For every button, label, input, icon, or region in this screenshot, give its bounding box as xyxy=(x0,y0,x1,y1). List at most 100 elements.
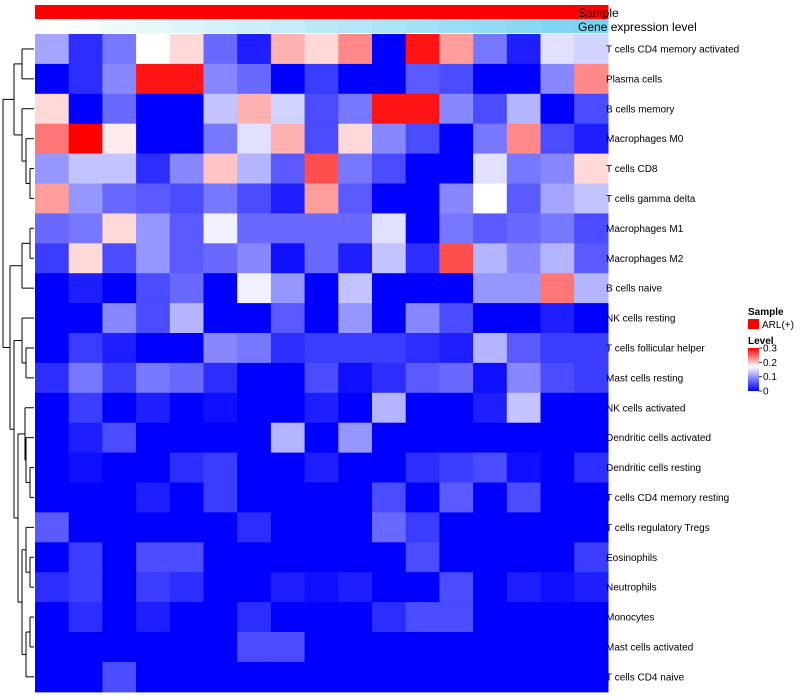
heatmap-cell xyxy=(102,602,137,633)
sample-annotation-cell xyxy=(473,5,508,19)
heatmap-cell xyxy=(270,34,306,65)
heatmap-cell xyxy=(68,93,103,125)
heatmap-cell xyxy=(372,632,407,663)
heatmap-cell xyxy=(506,392,542,424)
heatmap-cell xyxy=(237,123,272,155)
heatmap-cell xyxy=(68,333,103,364)
heatmap-cell xyxy=(136,452,171,484)
heatmap-cell xyxy=(169,333,205,364)
heatmap-cell xyxy=(237,333,272,364)
gene-expression-annotation-cell xyxy=(338,19,373,33)
sample-annotation-cell xyxy=(136,5,171,19)
gene-expression-annotation-cell xyxy=(439,19,474,33)
sample-annotation-cell xyxy=(372,5,407,19)
heatmap-cell xyxy=(473,572,508,603)
heatmap-cell xyxy=(304,632,339,663)
legend-sample-title: Sample xyxy=(748,307,784,318)
heatmap-cell xyxy=(270,512,306,543)
heatmap-cell xyxy=(574,243,609,274)
heatmap-cell xyxy=(304,243,339,274)
heatmap-cell xyxy=(35,602,70,633)
heatmap-cell xyxy=(540,183,575,214)
heatmap-cell xyxy=(35,632,70,663)
heatmap-cell xyxy=(35,661,70,693)
heatmap-cell xyxy=(405,303,440,334)
heatmap-cell xyxy=(338,93,373,125)
heatmap-cell xyxy=(270,153,306,185)
heatmap-cell xyxy=(35,213,70,244)
heatmap-cell xyxy=(203,661,238,693)
heatmap-cell xyxy=(237,243,272,274)
row-label: Mast cells resting xyxy=(606,373,683,384)
heatmap-cell xyxy=(506,482,542,513)
heatmap-cell xyxy=(68,34,103,65)
heatmap-cell xyxy=(439,572,474,603)
row-dendrogram xyxy=(2,48,34,678)
legend-tick-label: 0.2 xyxy=(763,358,777,369)
heatmap-cell xyxy=(203,34,238,65)
heatmap-cell xyxy=(506,542,542,573)
sample-annotation-cell xyxy=(237,5,272,19)
heatmap-cell xyxy=(102,213,137,244)
heatmap-cell xyxy=(439,422,474,454)
row-label: Plasma cells xyxy=(606,74,662,85)
heatmap-cell xyxy=(237,63,272,95)
heatmap-cell xyxy=(304,183,339,214)
heatmap-cell xyxy=(203,542,238,573)
heatmap-cell xyxy=(35,123,70,155)
heatmap-cell xyxy=(102,34,137,65)
heatmap-cell xyxy=(574,333,609,364)
heatmap-cell xyxy=(102,482,137,513)
sample-annotation-cell xyxy=(203,5,238,19)
heatmap-cell xyxy=(136,512,171,543)
heatmap-cell xyxy=(68,392,103,424)
heatmap-cell xyxy=(473,482,508,513)
heatmap-cell xyxy=(136,333,171,364)
heatmap-cell xyxy=(68,63,103,95)
heatmap-cell xyxy=(136,213,171,244)
heatmap-cell xyxy=(68,632,103,663)
heatmap-cell xyxy=(439,213,474,244)
heatmap-cell xyxy=(574,602,609,633)
heatmap-cell xyxy=(473,34,508,65)
heatmap-cell xyxy=(304,303,339,334)
heatmap-cell xyxy=(439,63,474,95)
heatmap-cell xyxy=(540,362,575,394)
legend-sample-swatch xyxy=(748,319,759,329)
heatmap-cell xyxy=(540,273,575,304)
heatmap-cell xyxy=(136,243,171,274)
row-label: NK cells resting xyxy=(606,314,675,325)
heatmap-cell xyxy=(540,153,575,185)
heatmap-cell xyxy=(270,482,306,513)
heatmap-cell xyxy=(169,632,205,663)
heatmap-cell xyxy=(136,123,171,155)
heatmap-cell xyxy=(506,93,542,125)
heatmap-cell xyxy=(439,512,474,543)
heatmap-cell xyxy=(68,303,103,334)
heatmap-cell xyxy=(304,63,339,95)
heatmap-cell xyxy=(540,303,575,334)
heatmap-cell xyxy=(439,392,474,424)
heatmap-cell xyxy=(439,34,474,65)
heatmap-cell xyxy=(439,542,474,573)
heatmap-cell xyxy=(540,243,575,274)
row-label: Macrophages M0 xyxy=(606,134,684,145)
sample-annotation-cell xyxy=(35,5,70,19)
heatmap-cell xyxy=(574,153,609,185)
heatmap-cell xyxy=(136,303,171,334)
heatmap-cell xyxy=(68,153,103,185)
heatmap-cell xyxy=(439,303,474,334)
heatmap-cell xyxy=(237,542,272,573)
heatmap-cell xyxy=(203,482,238,513)
heatmap-cell xyxy=(574,482,609,513)
gene-expression-annotation-cell xyxy=(372,19,407,33)
row-label: T cells gamma delta xyxy=(606,194,696,205)
heatmap-cell xyxy=(203,572,238,603)
heatmap-cell xyxy=(237,422,272,454)
heatmap-cell xyxy=(304,34,339,65)
heatmap-cell xyxy=(136,362,171,394)
heatmap-cell xyxy=(169,512,205,543)
row-label: Eosinophils xyxy=(606,553,657,564)
heatmap-cell xyxy=(35,93,70,125)
heatmap-cell xyxy=(372,213,407,244)
